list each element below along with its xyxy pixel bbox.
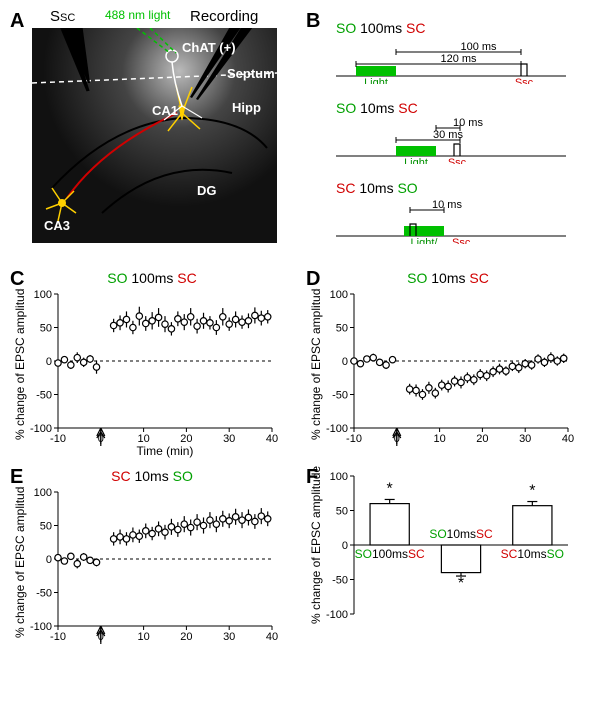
panel-d: DSO 10ms SC-100-50050100-10010203040% ch… — [306, 268, 590, 458]
svg-text:100: 100 — [330, 289, 348, 301]
svg-text:50: 50 — [40, 521, 52, 533]
micro-label-hipp: Hipp — [232, 100, 261, 115]
svg-text:*: * — [458, 575, 464, 592]
svg-text:-100: -100 — [30, 423, 52, 435]
svg-text:-10: -10 — [346, 433, 362, 445]
svg-text:% change of EPSC amplitude: % change of EPSC amplitude — [309, 466, 323, 624]
svg-text:-100: -100 — [30, 621, 52, 633]
svg-text:-100: -100 — [326, 609, 348, 621]
svg-text:Light: Light — [364, 77, 388, 84]
svg-text:Ssc: Ssc — [448, 157, 467, 164]
svg-text:-50: -50 — [36, 588, 52, 600]
svg-text:Ssc: Ssc — [452, 237, 471, 244]
svg-text:100: 100 — [34, 487, 52, 499]
svg-text:% change of EPSC amplitude: % change of EPSC amplitude — [13, 288, 27, 440]
micro-label-ca3: CA3 — [44, 218, 70, 233]
chart-d: -100-50050100-10010203040% change of EPS… — [306, 288, 576, 458]
svg-text:10: 10 — [433, 433, 445, 445]
svg-text:Ssc: Ssc — [515, 77, 534, 84]
svg-text:0: 0 — [46, 554, 52, 566]
svg-text:Time (min): Time (min) — [137, 444, 194, 458]
protocol-title-1: SO 10ms SC — [336, 100, 590, 116]
micro-label-chat: ChAT (+) — [182, 40, 236, 55]
panel-c-label: C — [10, 268, 24, 291]
panel-b-label: B — [306, 10, 320, 33]
panel-c: CSO 100ms SC-100-50050100-10010203040% c… — [10, 268, 294, 458]
label-recording: Recording — [190, 8, 258, 25]
svg-text:20: 20 — [476, 433, 488, 445]
svg-text:10 ms: 10 ms — [453, 117, 483, 129]
chart-title-d: SO 10ms SC — [306, 270, 590, 286]
svg-text:50: 50 — [336, 323, 348, 335]
panel-f: F -100 -50 0 50 100 % change of EPSC amplitude… — [306, 466, 590, 656]
protocol-0: SO 100ms SC 100 ms120 ms Light Ssc — [336, 20, 590, 82]
svg-text:-50: -50 — [36, 390, 52, 402]
svg-text:40: 40 — [562, 433, 574, 445]
svg-text:50: 50 — [336, 506, 348, 518]
svg-text:100: 100 — [330, 471, 348, 483]
micro-label-dg: DG — [197, 183, 217, 198]
svg-text:100: 100 — [34, 289, 52, 301]
chart-f: -100 -50 0 50 100 % change of EPSC amplitude *… — [306, 466, 576, 636]
micro-label-septum: Septum — [227, 66, 275, 81]
panel-b: BSO 100ms SC100 ms120 msLightSscSO 10ms … — [306, 10, 590, 260]
svg-text:-50: -50 — [332, 575, 348, 587]
panel-a: ASSC488 nm lightRecordingChAT (+)SeptumC… — [10, 10, 294, 260]
svg-text:0: 0 — [342, 540, 348, 552]
chart-e: -100-50050100-10010203040% change of EPS… — [10, 486, 280, 656]
svg-text:% change of EPSC amplitude: % change of EPSC amplitude — [309, 288, 323, 440]
panel-a-label: A — [10, 10, 24, 33]
svg-text:50: 50 — [40, 323, 52, 335]
svg-text:*: * — [387, 480, 393, 497]
chart-title-e: SC 10ms SO — [10, 468, 294, 484]
svg-text:40: 40 — [266, 433, 278, 445]
protocol-title-0: SO 100ms SC — [336, 20, 590, 36]
svg-text:% change of EPSC amplitude: % change of EPSC amplitude — [13, 486, 27, 638]
svg-text:Light: Light — [404, 157, 428, 164]
protocol-title-2: SC 10ms SO — [336, 180, 590, 196]
panel-d-label: D — [306, 268, 320, 291]
svg-text:0: 0 — [342, 356, 348, 368]
panel-e-label: E — [10, 466, 23, 489]
svg-text:Light/: Light/ — [411, 237, 439, 244]
label-ssc: SSC — [50, 8, 75, 25]
svg-text:20: 20 — [180, 631, 192, 643]
svg-text:40: 40 — [266, 631, 278, 643]
chart-title-c: SO 100ms SC — [10, 270, 294, 286]
svg-text:30 ms: 30 ms — [433, 129, 463, 141]
chart-c: -100-50050100-10010203040% change of EPS… — [10, 288, 280, 458]
panel-f-label: F — [306, 466, 318, 489]
svg-text:30: 30 — [519, 433, 531, 445]
svg-text:-10: -10 — [50, 433, 66, 445]
svg-text:30: 30 — [223, 433, 235, 445]
svg-text:-100: -100 — [326, 423, 348, 435]
svg-text:0: 0 — [46, 356, 52, 368]
svg-text:-10: -10 — [50, 631, 66, 643]
svg-text:10 ms: 10 ms — [432, 199, 462, 211]
micro-label-ca1: CA1 — [152, 103, 178, 118]
svg-text:30: 30 — [223, 631, 235, 643]
label-light: 488 nm light — [105, 8, 170, 22]
svg-text:100 ms: 100 ms — [460, 41, 497, 53]
protocol-1: SO 10ms SC10 ms30 ms Light Ssc — [336, 100, 590, 162]
protocol-2: SC 10ms SO 10 ms Light/Ssc — [336, 180, 590, 242]
svg-text:*: * — [529, 483, 535, 500]
panel-e: ESC 10ms SO-100-50050100-10010203040% ch… — [10, 466, 294, 656]
svg-text:120 ms: 120 ms — [440, 53, 477, 65]
svg-text:10: 10 — [137, 631, 149, 643]
svg-text:-50: -50 — [332, 390, 348, 402]
micrograph: ChAT (+) Septum CA1 Hipp CA3 DG — [32, 28, 277, 243]
